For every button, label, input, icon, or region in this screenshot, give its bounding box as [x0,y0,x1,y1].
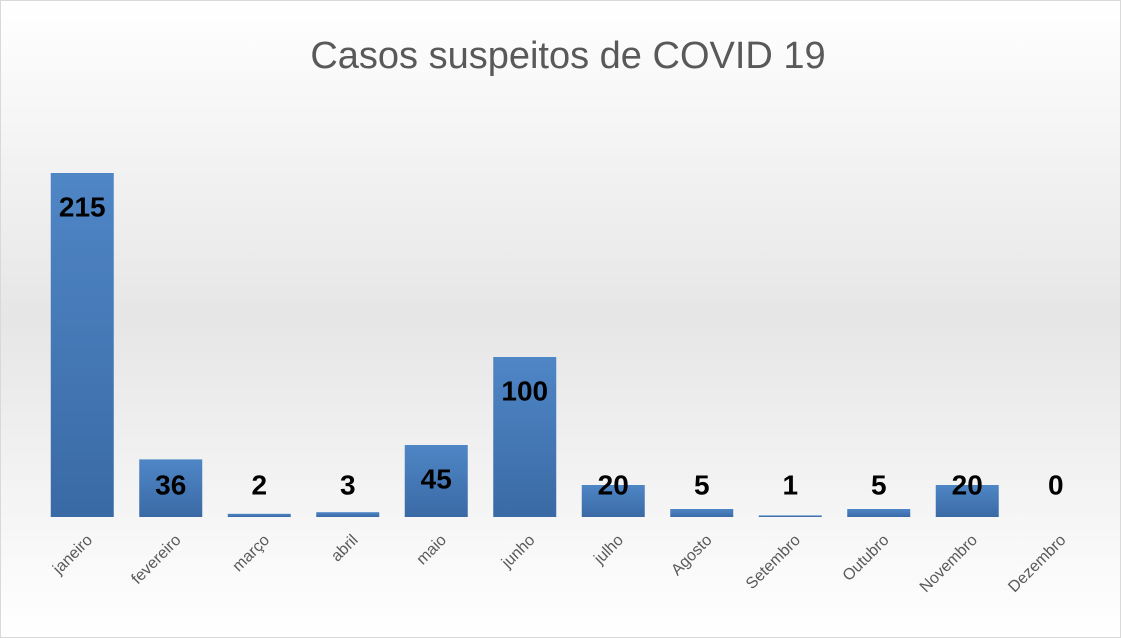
bar [227,513,291,517]
bar [50,173,114,517]
bar [581,485,645,517]
bar [935,485,999,517]
data-label: 20 [952,469,983,500]
bar [316,512,380,517]
bar [670,509,734,517]
bar [139,459,203,517]
data-label: 36 [155,469,186,500]
data-label: 1 [782,469,798,500]
data-label: 45 [421,463,452,494]
data-label: 215 [59,191,106,222]
bar [493,357,557,517]
chart-title: Casos suspeitos de COVID 19 [310,35,825,77]
data-label: 5 [694,469,710,500]
data-label: 2 [251,469,267,500]
data-label: 5 [871,469,887,500]
data-label: 3 [340,469,356,500]
bar [758,515,822,517]
data-label: 0 [1048,469,1064,500]
bar [847,509,911,517]
data-label: 20 [598,469,629,500]
bar [404,445,468,517]
data-label: 100 [501,375,548,406]
